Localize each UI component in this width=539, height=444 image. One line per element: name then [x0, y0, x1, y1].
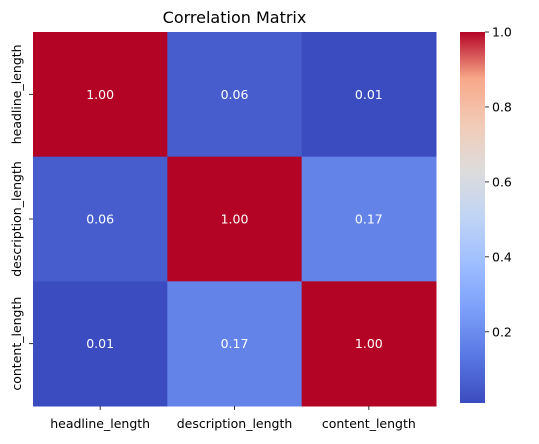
heatmap-cell [33, 32, 168, 158]
colorbar-tick-label: 0.4 [492, 249, 512, 264]
y-axis: headline_length description_lengthcontent… [9, 44, 33, 391]
x-tick-label: description_length [177, 416, 293, 431]
cell-value-label: 0.17 [355, 212, 383, 227]
heatmap-cell-labels: 1.00 0.06 0.01 0.06 1.00 0.17 0.01 0.17 1.00 [86, 87, 383, 351]
heatmap-cell [167, 281, 303, 407]
chart-title: Correlation Matrix [163, 8, 307, 27]
cell-value-label: 1.00 [86, 87, 114, 102]
colorbar-tick-label: 0.2 [492, 324, 512, 339]
colorbar: 0.2 0.4 0.6 0.8 1.0 [460, 25, 512, 403]
y-tick-label: headline_length [9, 44, 24, 144]
cell-value-label: 0.06 [221, 87, 249, 102]
cell-value-label: 0.01 [355, 87, 383, 102]
cell-value-label: 0.17 [221, 336, 249, 351]
heatmap-cell [301, 32, 437, 158]
heatmap-cell [301, 281, 437, 407]
x-tick-label: content_length [322, 416, 416, 431]
cell-value-label: 1.00 [221, 212, 249, 227]
cell-value-label: 0.06 [86, 212, 114, 227]
colorbar-gradient [460, 32, 485, 403]
colorbar-tick-label: 0.6 [492, 174, 512, 189]
heatmap-cell [301, 156, 437, 282]
heatmap-cell [167, 156, 303, 282]
x-axis: headline_length description_length content… [50, 406, 416, 431]
x-tick-label: headline_length [50, 416, 150, 431]
heatmap-cell [167, 32, 303, 158]
colorbar-tick-label: 0.8 [492, 99, 512, 114]
y-tick-label: content_length [9, 297, 24, 391]
heatmap-cell [33, 281, 168, 407]
y-tick-label: description_length [9, 161, 24, 277]
heatmap-cells [33, 32, 437, 407]
cell-value-label: 1.00 [355, 336, 383, 351]
colorbar-tick-label: 1.0 [492, 25, 512, 40]
cell-value-label: 0.01 [86, 336, 114, 351]
heatmap-cell [33, 156, 168, 282]
